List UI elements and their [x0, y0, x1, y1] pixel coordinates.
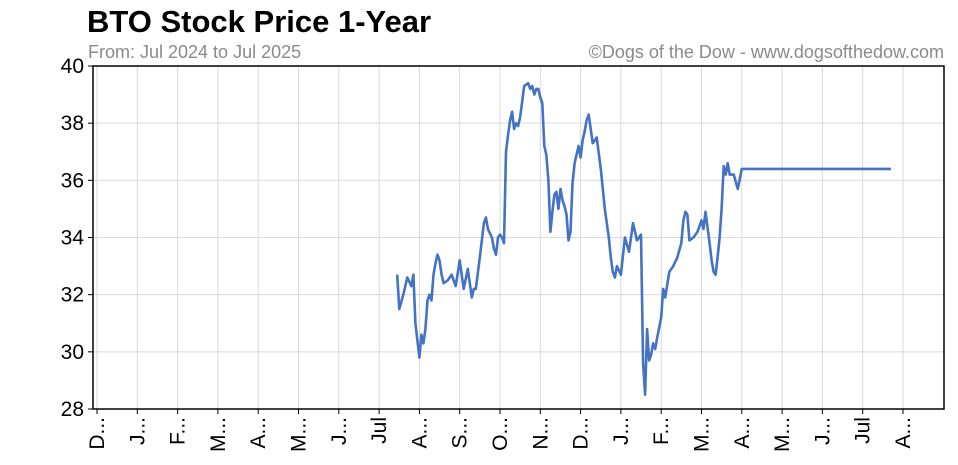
x-tick-label: J... [126, 417, 149, 445]
x-tick-label: N... [529, 417, 552, 450]
x-tick-label: O... [489, 417, 512, 451]
chart-subtitle: From: Jul 2024 to Jul 2025 [88, 42, 302, 62]
y-tick-label: 36 [61, 169, 84, 192]
x-tick-label: Jul [852, 417, 875, 444]
y-axis: 28 30 32 34 36 38 40 [61, 55, 93, 421]
y-tick-label: 32 [61, 284, 84, 307]
x-tick-label: D... [86, 417, 109, 450]
x-tick-label: S... [449, 417, 472, 449]
x-tick-label: M... [771, 417, 794, 452]
x-tick-label: J... [328, 417, 351, 445]
x-tick-label: J... [610, 417, 633, 445]
y-tick-label: 30 [61, 341, 84, 364]
chart-title: BTO Stock Price 1-Year [87, 4, 432, 39]
x-tick-label: F... [167, 417, 190, 445]
chart-credit: ©Dogs of the Dow - www.dogsofthedow.com [588, 42, 944, 62]
y-tick-label: 34 [61, 227, 85, 250]
x-tick-label: F... [650, 417, 673, 445]
x-tick-label: A... [892, 417, 915, 449]
price-series-line [395, 81, 891, 397]
x-tick-label: A... [247, 417, 270, 449]
y-tick-label: 40 [61, 55, 84, 78]
y-tick-label: 38 [61, 112, 84, 135]
x-tick-label: A... [408, 417, 431, 449]
x-tick-label: M... [288, 417, 311, 452]
x-tick-label: A... [731, 417, 754, 449]
x-tick-label: M... [207, 417, 230, 452]
y-tick-label: 28 [61, 398, 84, 421]
x-tick-label: D... [570, 417, 593, 450]
grid-layer [93, 65, 944, 410]
x-axis: D... J... F... M... A... M... J... Jul A... S... O… [86, 409, 915, 452]
x-tick-label: M... [691, 417, 714, 452]
x-tick-label: Jul [368, 417, 391, 444]
series-layer [395, 81, 891, 397]
x-tick-label: J... [811, 417, 834, 445]
